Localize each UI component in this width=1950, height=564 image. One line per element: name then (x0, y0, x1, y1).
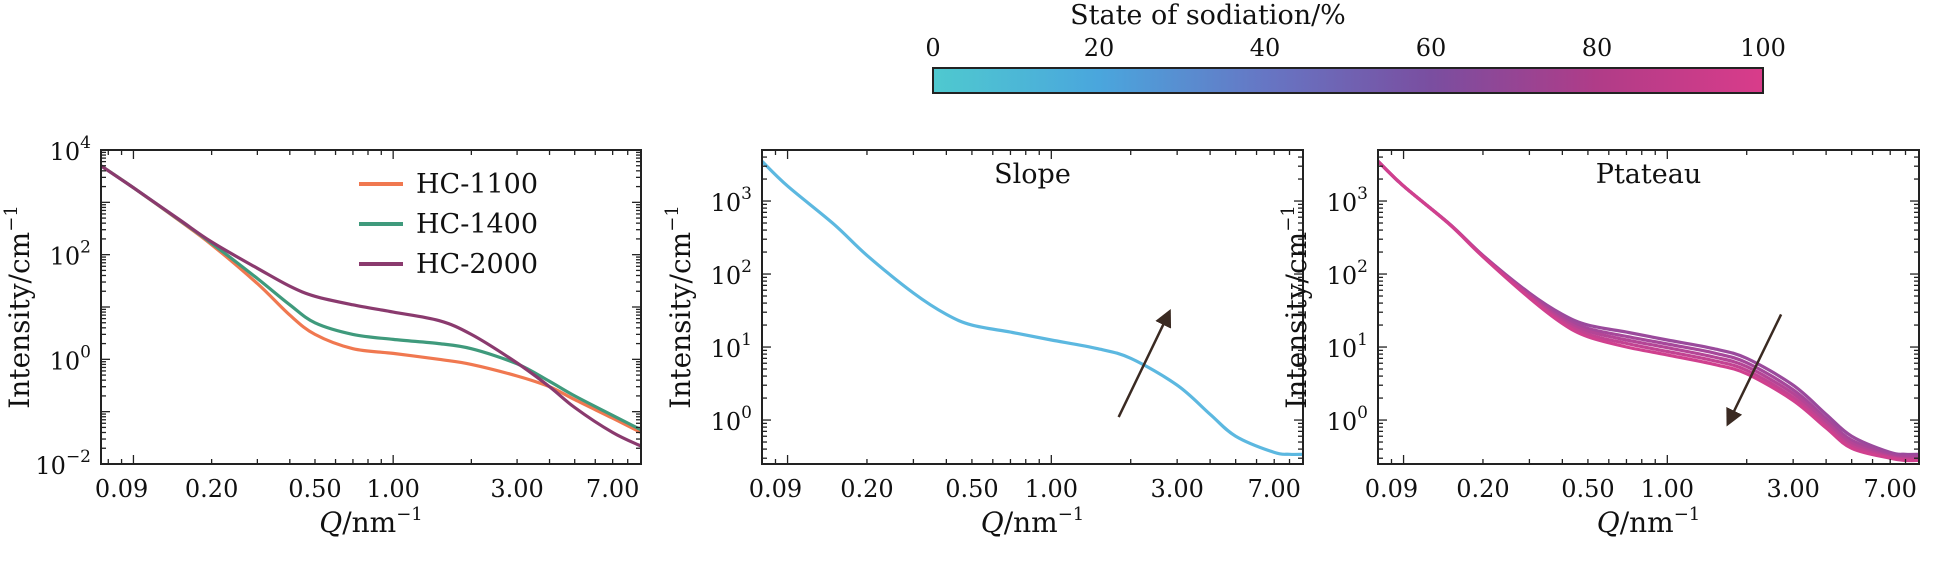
x-tick-label: 0.09 (95, 475, 148, 503)
y-tick-label: 100 (1327, 403, 1368, 436)
colorbar: State of sodiation/% 0 20 40 60 80 100 (925, 0, 1786, 94)
x-tick-label: 1.00 (1025, 475, 1078, 503)
y-tick-label: 10−2 (35, 447, 91, 480)
x-tick-label: 0.50 (288, 475, 341, 503)
colorbar-tick-label: 20 (1084, 34, 1115, 62)
x-tick-label: 0.50 (1561, 475, 1614, 503)
x-axis-label: Q/nm−1 (319, 504, 423, 539)
series-line-4 (1378, 160, 1919, 462)
x-tick-label: 3.00 (1150, 475, 1203, 503)
series-group (101, 164, 641, 448)
y-axis-label: Intensity/cm−1 (1278, 205, 1313, 409)
x-tick-label: 3.00 (490, 475, 543, 503)
panel-title: Ptateau (1596, 159, 1701, 190)
x-tick-label: 1.00 (366, 475, 419, 503)
panel-plateau: 0.09 0.20 0.50 1.00 3.00 7.00 100 101 102 103 Q/nm… (1278, 149, 1920, 539)
y-tick-label: 100 (50, 342, 91, 375)
x-tick-label: 0.20 (1456, 475, 1509, 503)
colorbar-gradient (932, 67, 1764, 94)
x-tick-label: 0.20 (840, 475, 893, 503)
series-group (1378, 160, 1919, 463)
series-line-3 (1378, 160, 1919, 460)
series-line-2 (1378, 160, 1919, 458)
panel-hc-comparison: 0.09 0.20 0.50 1.00 3.00 7.00 10−2 100 102 104 Q/n… (1, 133, 642, 539)
colorbar-tick-label: 60 (1416, 34, 1447, 62)
x-tick-label: 7.00 (1863, 475, 1916, 503)
colorbar-tick-labels: 0 20 40 60 80 100 (925, 34, 1786, 93)
x-tick-label: 0.20 (185, 475, 238, 503)
y-tick-label: 103 (1327, 184, 1368, 217)
legend: HC-1100 HC-1400 HC-2000 (359, 169, 538, 280)
y-tick-label: 102 (1327, 257, 1368, 290)
plot-frame (761, 149, 1304, 465)
legend-label: HC-1400 (416, 209, 538, 240)
x-tick-label: 3.00 (1766, 475, 1819, 503)
colorbar-tick-label: 0 (925, 34, 940, 62)
y-tick-label: 104 (50, 133, 91, 166)
y-axis-label: Intensity/cm−1 (1, 205, 36, 409)
x-tick-label: 0.50 (945, 475, 998, 503)
y-tick-label: 100 (711, 403, 752, 436)
series-line-hc-1100 (101, 164, 641, 434)
x-axis-label: Q/nm−1 (981, 504, 1085, 539)
colorbar-tick-label: 40 (1250, 34, 1281, 62)
y-tick-label: 101 (711, 330, 752, 363)
panel-title: Slope (994, 159, 1071, 190)
legend-label: HC-2000 (416, 249, 538, 280)
y-axis-label: Intensity/cm−1 (662, 205, 697, 409)
colorbar-title: State of sodiation/% (1070, 0, 1346, 31)
series-line-1 (1378, 160, 1919, 457)
y-tick-label: 103 (711, 184, 752, 217)
y-tick-label: 101 (1327, 330, 1368, 363)
x-tick-label: 0.09 (749, 475, 802, 503)
x-tick-label: 0.09 (1365, 475, 1418, 503)
plot-frame (1377, 149, 1920, 465)
series-line-hc-2000 (101, 164, 641, 448)
x-tick-label: 7.00 (1247, 475, 1300, 503)
trend-arrow (1117, 309, 1172, 418)
x-axis-label: Q/nm−1 (1597, 504, 1701, 539)
y-tick-label: 102 (50, 238, 91, 271)
y-tick-label: 102 (711, 257, 752, 290)
colorbar-tick-label: 80 (1582, 34, 1613, 62)
series-group (762, 160, 1303, 457)
x-tick-label: 1.00 (1641, 475, 1694, 503)
series-line-5 (1378, 160, 1919, 463)
panel-slope: 0.09 0.20 0.50 1.00 3.00 7.00 100 101 102 103 Q/nm… (662, 149, 1304, 539)
series-line-1 (762, 160, 1303, 457)
trend-arrow (1726, 313, 1783, 427)
legend-label: HC-1100 (416, 169, 538, 200)
x-tick-label: 7.00 (586, 475, 639, 503)
colorbar-tick-label: 100 (1740, 34, 1786, 62)
